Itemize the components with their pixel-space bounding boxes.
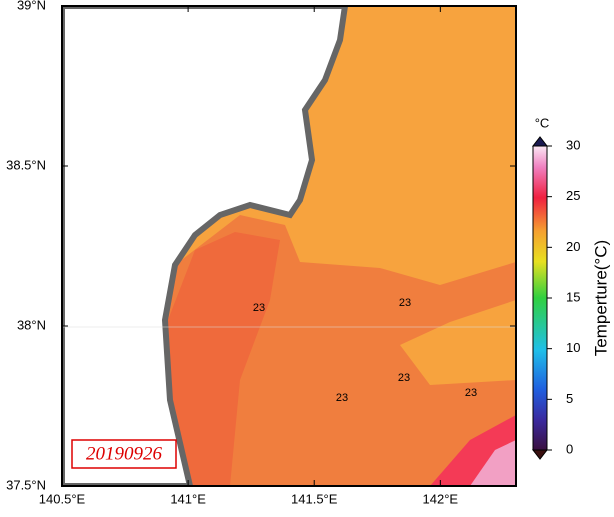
y-tick-label: 37.5°N bbox=[6, 477, 46, 492]
map-area bbox=[62, 6, 516, 486]
colorbar-tick-label: 25 bbox=[566, 188, 580, 203]
y-tick-label: 39°N bbox=[17, 0, 46, 12]
contour-label: 23 bbox=[336, 392, 348, 404]
colorbar-tick-label: 30 bbox=[566, 137, 580, 152]
date-label: 20190926 bbox=[86, 443, 163, 464]
sea-coastal bbox=[168, 232, 280, 486]
colorbar-tick-label: 0 bbox=[566, 441, 573, 456]
colorbar-tick-label: 10 bbox=[566, 340, 580, 355]
contour-label: 23 bbox=[465, 387, 477, 399]
colorbar-tick-label: 15 bbox=[566, 289, 580, 304]
colorbar-tick-label: 5 bbox=[566, 391, 573, 406]
contour-label: 23 bbox=[398, 372, 410, 384]
colorbar-tick-label: 20 bbox=[566, 239, 580, 254]
colorbar-unit: °C bbox=[535, 115, 550, 130]
colorbar bbox=[532, 145, 548, 451]
y-tick-label: 38°N bbox=[17, 317, 46, 332]
contour-label: 23 bbox=[253, 302, 265, 314]
y-tick-label: 38.5°N bbox=[6, 157, 46, 172]
map-frame bbox=[61, 5, 517, 487]
land bbox=[62, 6, 349, 486]
x-tick-label: 141.5°E bbox=[291, 491, 338, 506]
x-tick-label: 140.5°E bbox=[39, 491, 86, 506]
colorbar-label: Temperture(°C) bbox=[591, 240, 610, 356]
date-box bbox=[71, 439, 177, 469]
colorbar-max bbox=[531, 136, 549, 147]
x-tick-label: 141°E bbox=[170, 491, 206, 506]
x-tick-label: 142°E bbox=[423, 491, 459, 506]
colorbar-min bbox=[531, 449, 549, 460]
contour-label: 23 bbox=[399, 297, 411, 309]
sea-hottest bbox=[470, 440, 516, 486]
